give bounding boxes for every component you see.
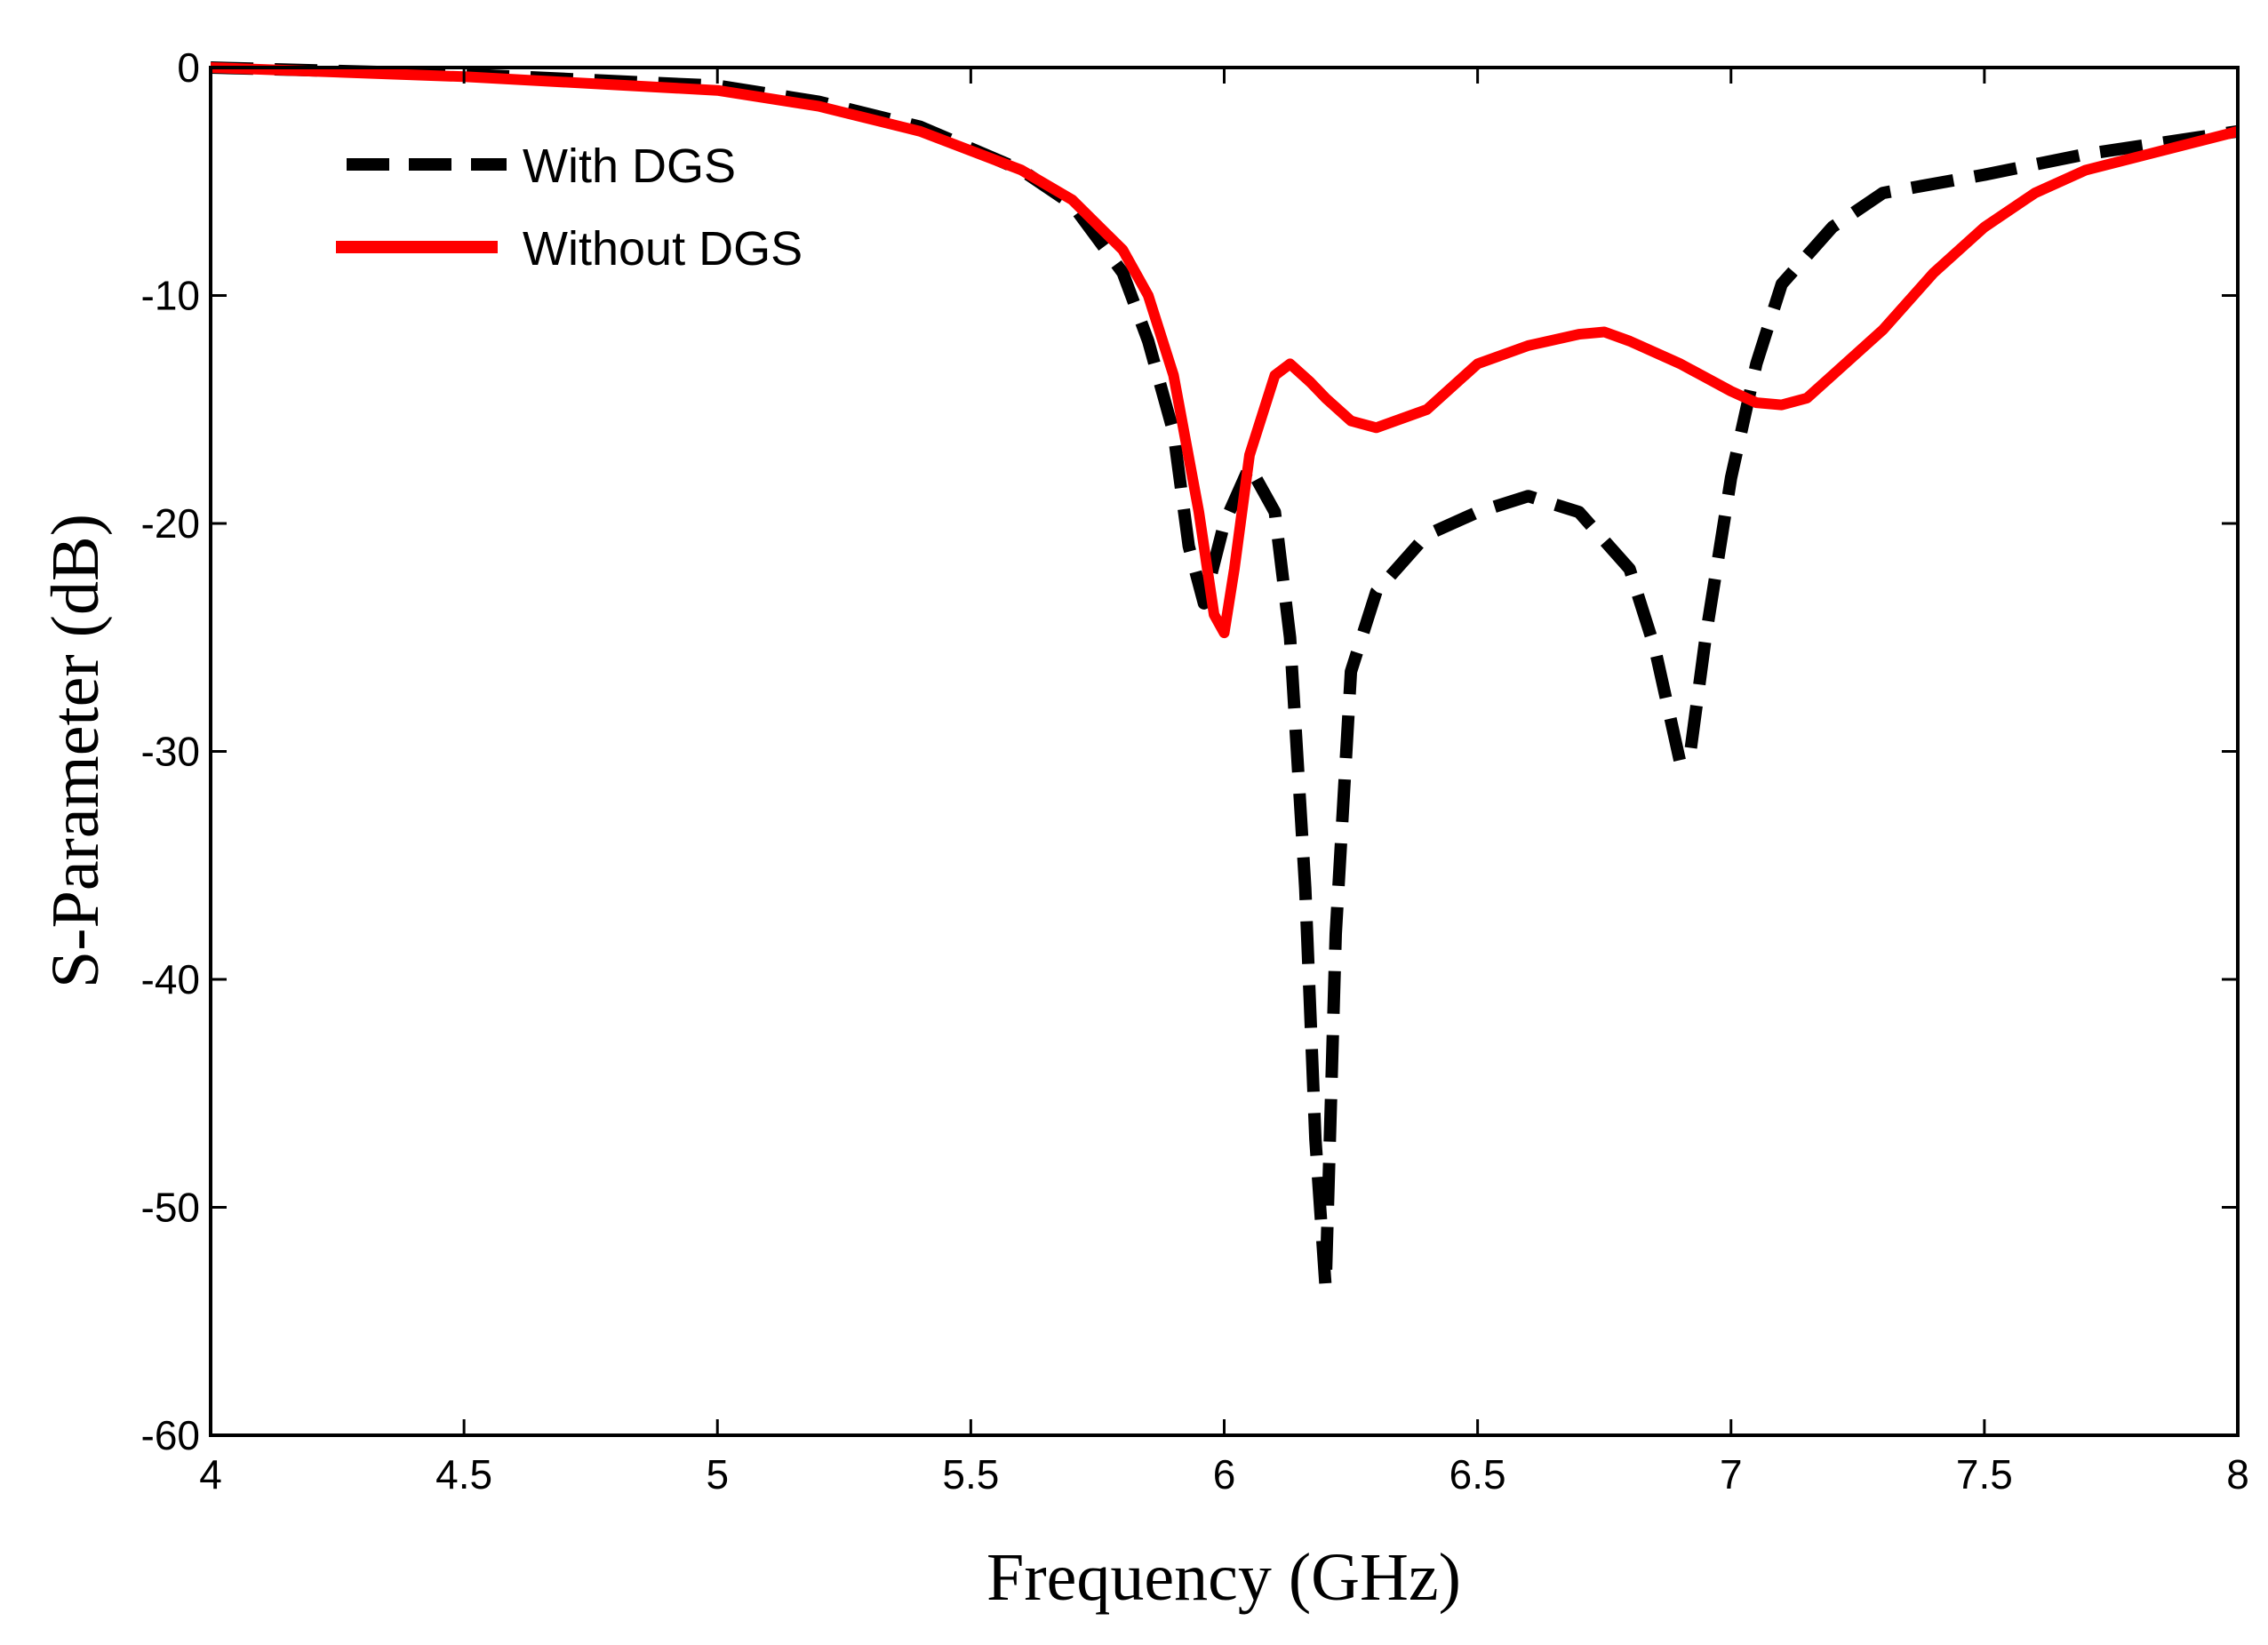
y-tick-label: -50 [141,1185,200,1231]
y-tick-label: 0 [177,44,200,91]
x-tick-label: 6 [1213,1451,1236,1497]
x-tick-label: 8 [2226,1451,2249,1497]
y-tick-label: -40 [141,956,200,1002]
x-tick-label: 4 [199,1451,222,1497]
series-layer [210,61,2240,1294]
x-tick-label: 5 [706,1451,729,1497]
y-axis-title: S-Parameter (dB) [38,514,113,988]
x-tick-label: 5.5 [942,1451,999,1497]
y-tick-label: -30 [141,729,200,775]
x-axis-title: Frequency (GHz) [986,1540,1461,1615]
x-tick-label: 7.5 [1956,1451,2013,1497]
legend: With DGS Without DGS [336,140,803,275]
y-tick-label: -20 [141,500,200,547]
x-tick-label: 6.5 [1449,1451,1506,1497]
y-ticks: 0 -10 -20 -30 -40 -50 -60 [141,44,2238,1458]
series-line-without-dgs [210,62,2240,639]
x-tick-label: 4.5 [435,1451,492,1497]
series-line-with-dgs [210,61,2240,1294]
y-tick-label: -10 [141,273,200,319]
legend-label-without-dgs: Without DGS [523,222,803,275]
legend-label-with-dgs: With DGS [523,140,736,193]
y-tick-label: -60 [141,1412,200,1458]
x-tick-label: 7 [1720,1451,1743,1497]
x-ticks: 4 4.5 5 5.5 6 6.5 7 7.5 8 [199,68,2249,1497]
